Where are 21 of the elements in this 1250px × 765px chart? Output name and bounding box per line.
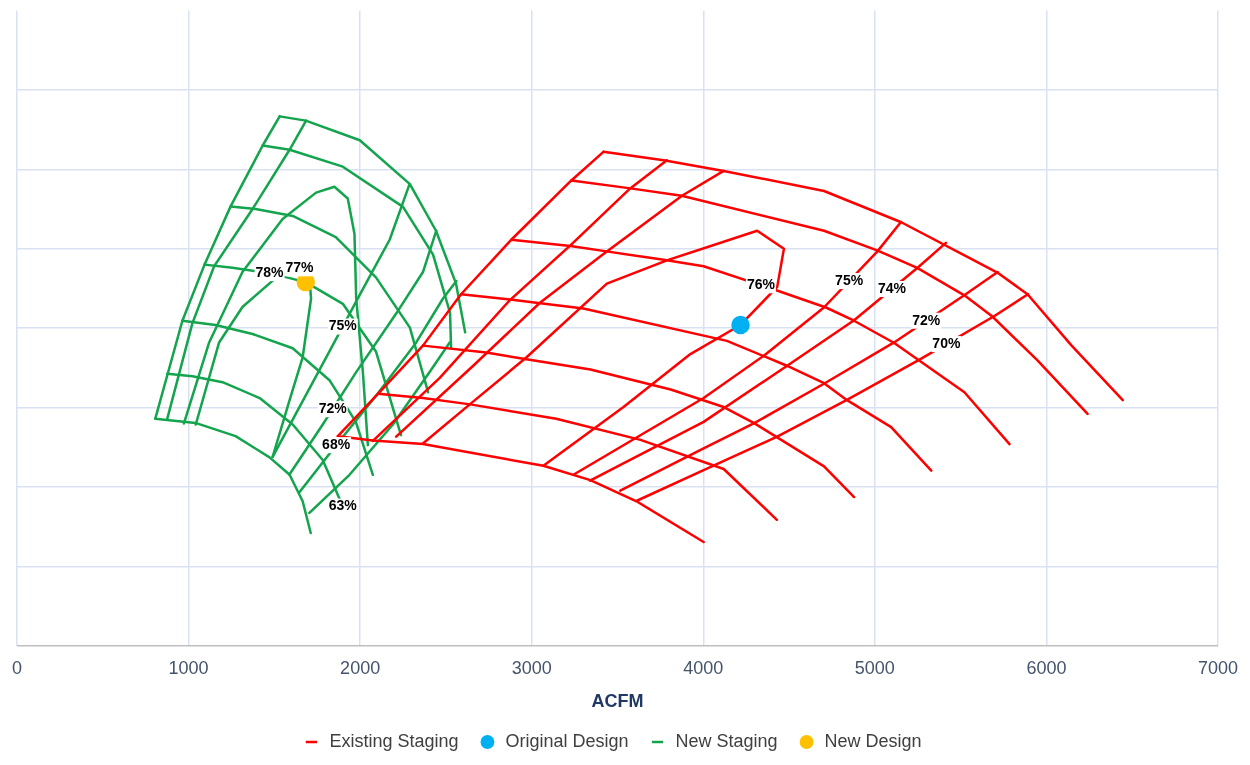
x-tick-label: 6000 xyxy=(1026,657,1067,678)
annotation: 75% xyxy=(328,317,358,334)
x-tick-label: 0 xyxy=(12,657,23,678)
annotation: 63% xyxy=(328,497,358,514)
annotation: 76% xyxy=(746,276,776,293)
x-tick-label: 7000 xyxy=(1197,657,1238,678)
x-tick-label: 2000 xyxy=(340,657,381,678)
x-axis-title: ACFM xyxy=(591,691,644,712)
x-tick-label: 3000 xyxy=(511,657,552,678)
x-tick-label: 4000 xyxy=(683,657,724,678)
x-tick-label: 5000 xyxy=(854,657,895,678)
legend-label: New Staging xyxy=(675,730,778,751)
annotation: 72% xyxy=(318,400,348,417)
annotation: 75% xyxy=(835,271,864,288)
legend-label: Original Design xyxy=(505,730,629,751)
annotation: 72% xyxy=(912,311,941,328)
legend-label: New Design xyxy=(824,730,922,751)
annotation: 74% xyxy=(877,279,907,296)
annotation: 70% xyxy=(932,334,961,351)
x-tick-label: 1000 xyxy=(168,657,209,678)
legend-label: Existing Staging xyxy=(329,730,459,751)
